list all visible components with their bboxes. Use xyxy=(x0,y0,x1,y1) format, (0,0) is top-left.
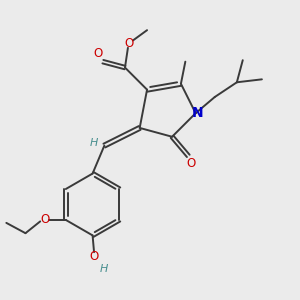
Text: O: O xyxy=(125,37,134,50)
Text: N: N xyxy=(192,106,204,120)
Text: H: H xyxy=(100,264,109,274)
Text: O: O xyxy=(93,47,102,60)
Text: H: H xyxy=(90,138,98,148)
Text: O: O xyxy=(187,157,196,170)
Text: O: O xyxy=(40,213,49,226)
Text: O: O xyxy=(89,250,99,263)
